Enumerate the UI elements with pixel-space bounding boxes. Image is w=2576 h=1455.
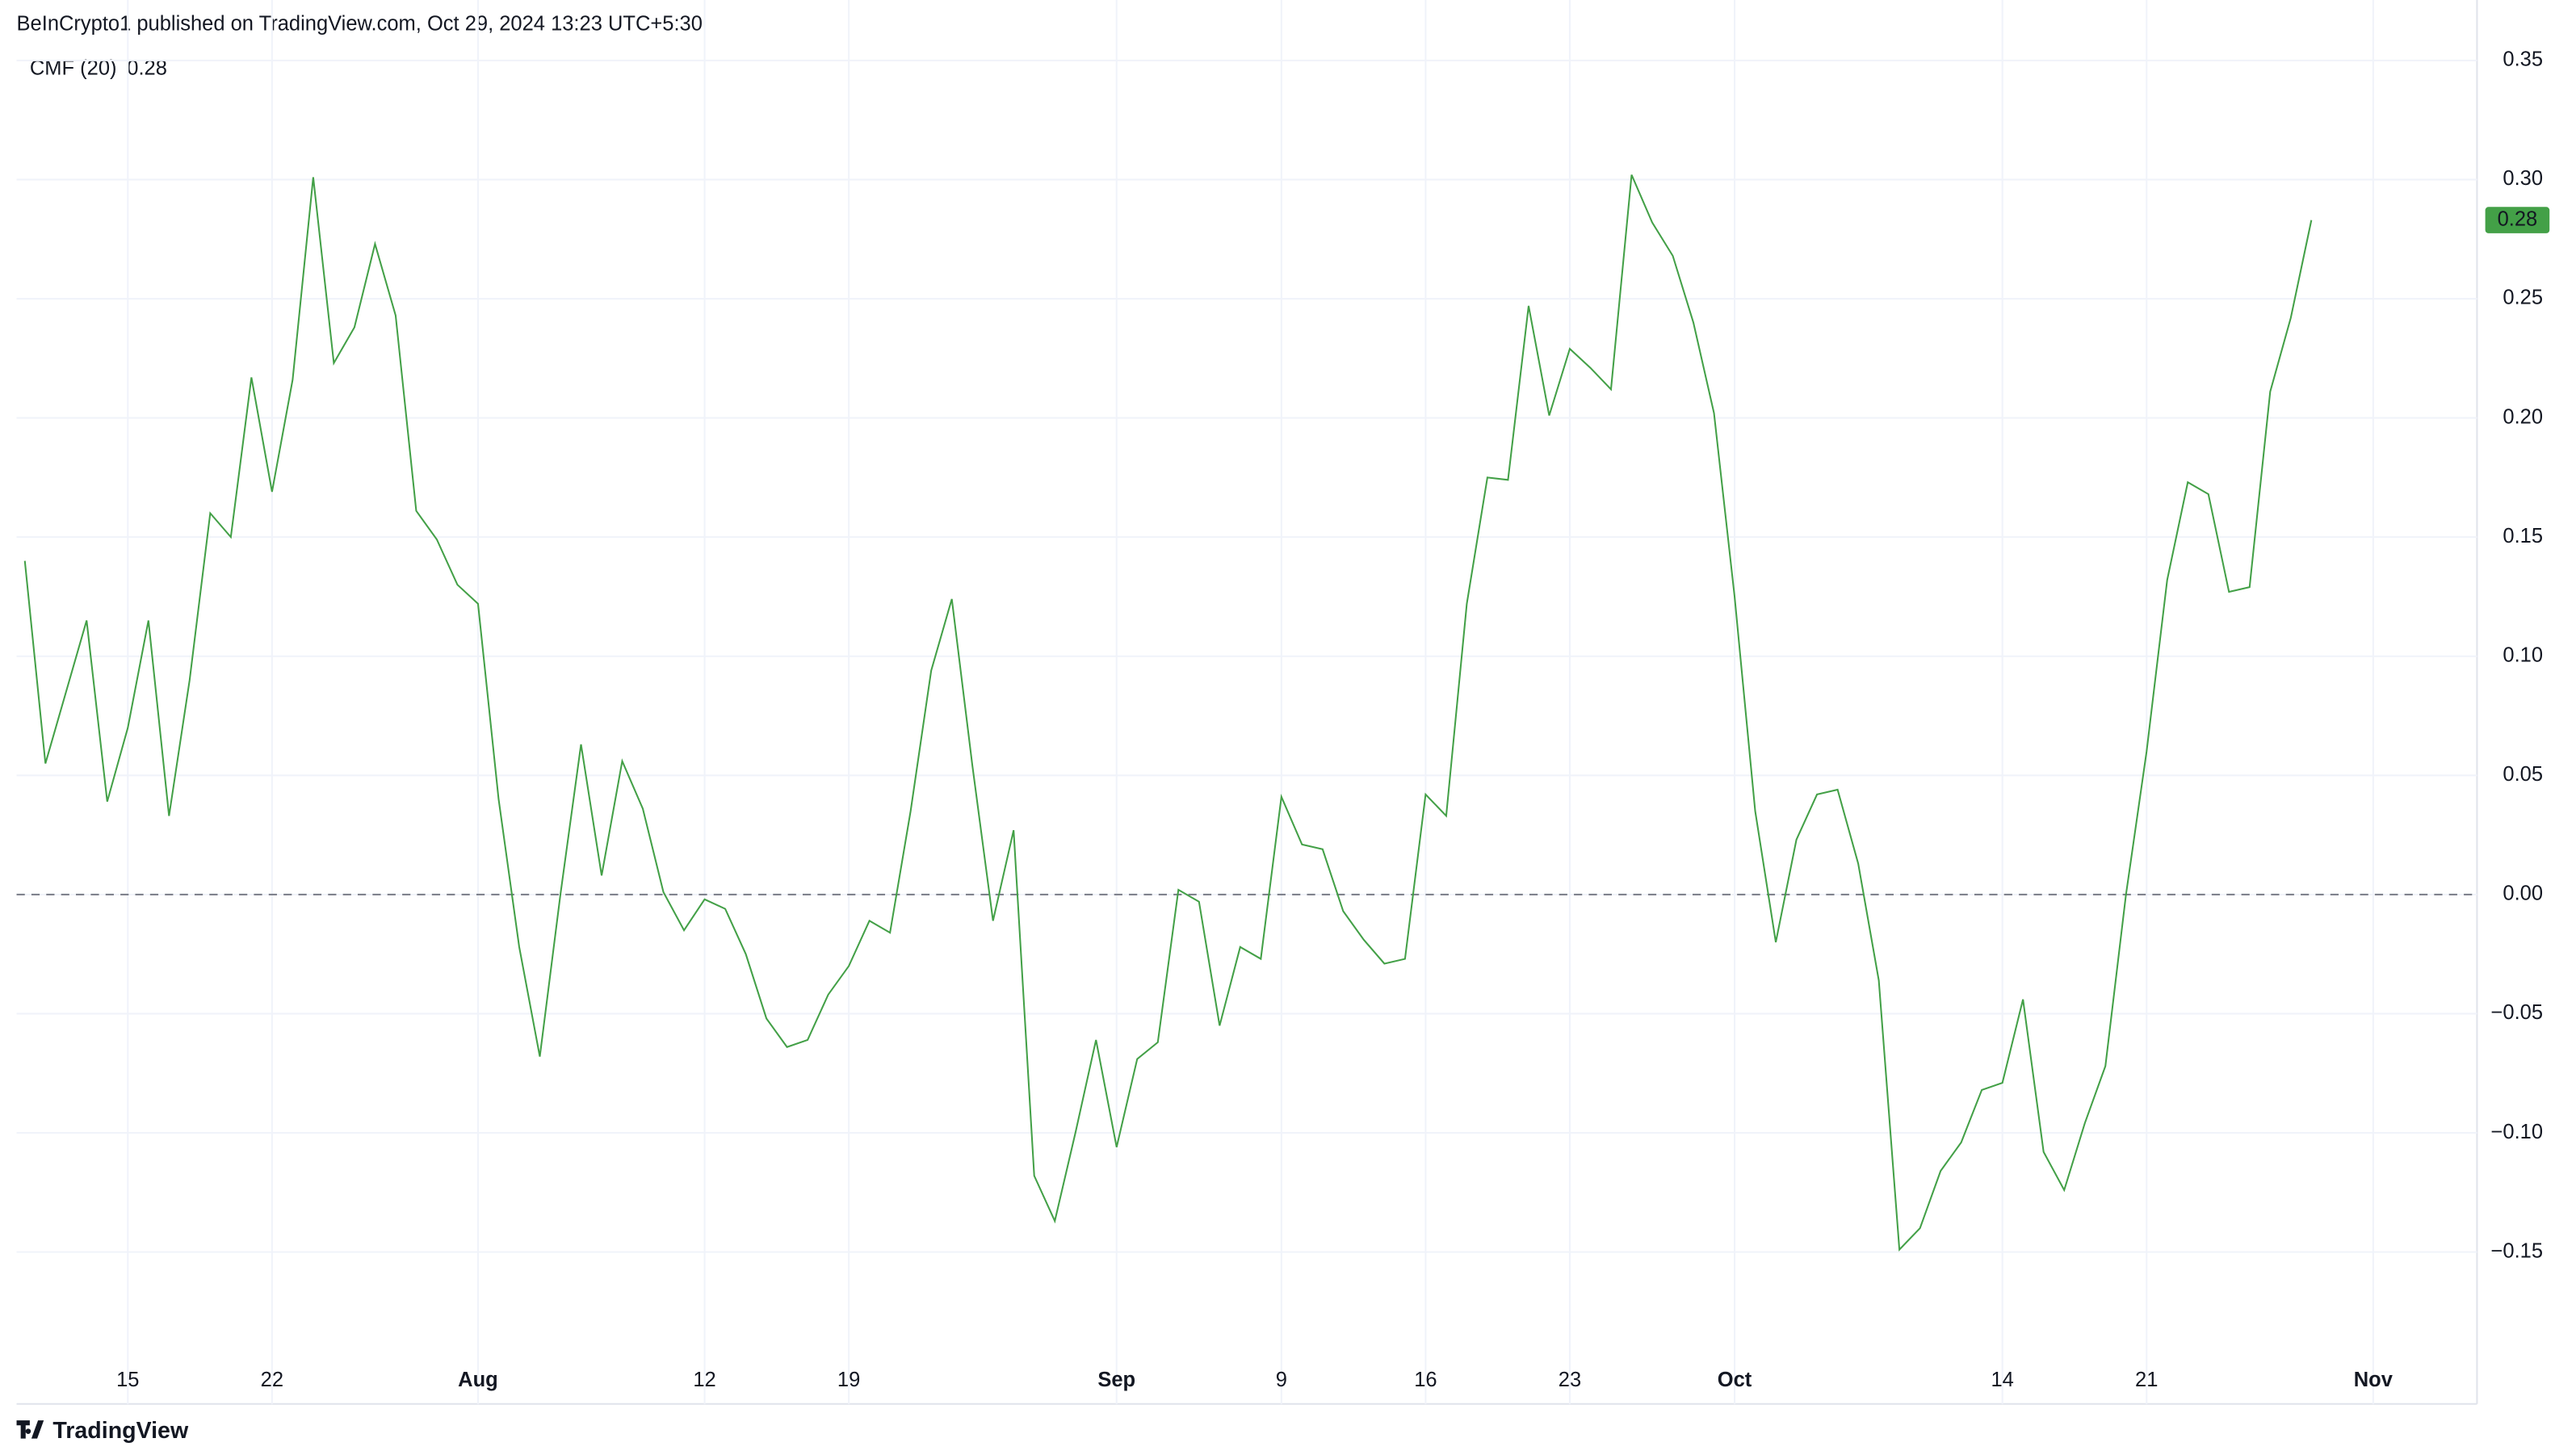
y-tick-label: 0.05 xyxy=(2503,763,2543,786)
y-tick-label: −0.05 xyxy=(2491,1001,2544,1024)
x-tick-label: 22 xyxy=(261,1369,283,1391)
y-tick-label: 0.20 xyxy=(2503,405,2543,428)
last-value-box xyxy=(2485,207,2550,233)
y-tick-label: 0.00 xyxy=(2503,883,2543,905)
y-tick-label: −0.10 xyxy=(2491,1121,2544,1143)
x-tick-label: Nov xyxy=(2354,1369,2393,1391)
y-tick-label: 0.30 xyxy=(2503,167,2543,190)
footer-brand: TradingView xyxy=(52,1418,189,1444)
cmf-line xyxy=(23,174,2313,1252)
x-tick-label: 21 xyxy=(2135,1369,2158,1391)
x-tick-label: Oct xyxy=(1718,1369,1752,1391)
x-tick-label: 23 xyxy=(1559,1369,1581,1391)
x-tick-label: 9 xyxy=(1276,1369,1287,1391)
y-tick-label: 0.25 xyxy=(2503,287,2543,309)
x-tick-label: 12 xyxy=(693,1369,715,1391)
x-tick-label: 15 xyxy=(116,1369,139,1391)
y-tick-label: −0.15 xyxy=(2491,1239,2544,1262)
y-tick-label: 0.15 xyxy=(2503,525,2543,547)
x-tick-label: 19 xyxy=(837,1369,860,1391)
logo xyxy=(16,1420,44,1439)
y-tick-label: 0.10 xyxy=(2503,644,2543,666)
last-value-label: 0.28 xyxy=(2498,208,2538,230)
header: BeInCrypto1 published on TradingView.com… xyxy=(17,12,703,35)
x-tick-label: 14 xyxy=(1991,1369,2013,1391)
x-tick-label: 16 xyxy=(1414,1369,1437,1391)
grid xyxy=(16,0,2477,1404)
x-tick-label: Sep xyxy=(1097,1369,1135,1391)
x-tick-label: Aug xyxy=(458,1369,498,1391)
y-tick-label: 0.35 xyxy=(2503,48,2543,71)
